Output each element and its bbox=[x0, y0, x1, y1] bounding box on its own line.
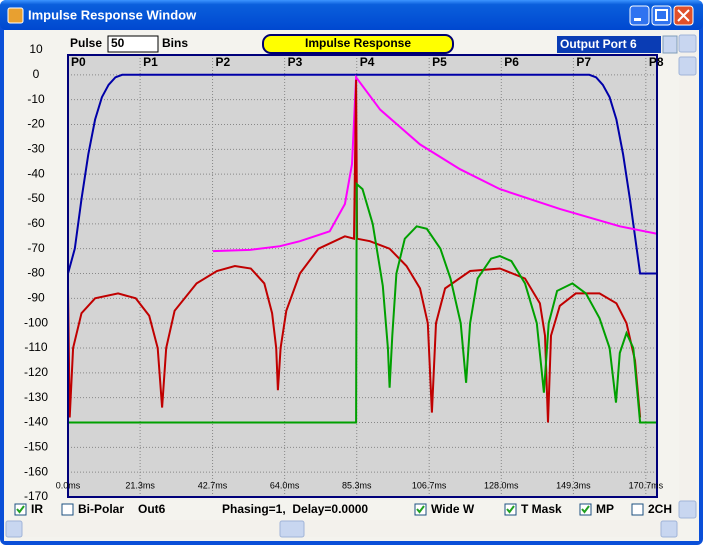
checkbox[interactable]: 2CH bbox=[631, 502, 672, 516]
port-label: P5 bbox=[432, 55, 447, 69]
x-tick-label: 149.3ms bbox=[556, 480, 591, 490]
x-tick-label: 0.0ms bbox=[56, 480, 81, 490]
port-label: P4 bbox=[360, 55, 375, 69]
check-mark bbox=[506, 505, 515, 514]
checkbox-box bbox=[631, 503, 644, 516]
title-bar bbox=[0, 0, 703, 30]
checkbox[interactable]: MP bbox=[579, 502, 614, 516]
y-tick-label: -120 bbox=[24, 365, 48, 379]
curve bbox=[68, 181, 657, 424]
scroll-right[interactable] bbox=[660, 520, 678, 538]
port-label: P0 bbox=[71, 55, 86, 69]
checkbox[interactable]: T Mask bbox=[504, 502, 562, 516]
y-tick-label: -20 bbox=[27, 117, 45, 131]
y-tick-label: -60 bbox=[27, 216, 45, 230]
curve bbox=[68, 79, 642, 423]
x-tick-label: 42.7ms bbox=[198, 480, 228, 490]
y-tick-label: -140 bbox=[24, 415, 48, 429]
port-label: Output Port 6 bbox=[560, 37, 637, 51]
y-tick-label: -80 bbox=[27, 266, 45, 280]
status-text: Phasing=1, Delay=0.0000 bbox=[222, 502, 368, 516]
close-button[interactable] bbox=[673, 5, 694, 26]
minimize-button[interactable] bbox=[629, 5, 650, 26]
mode-label: Impulse Response bbox=[305, 36, 411, 50]
check-mark bbox=[416, 505, 425, 514]
pulse-value: 50 bbox=[111, 36, 125, 50]
y-tick-label: 10 bbox=[29, 42, 43, 56]
v-scrollbar[interactable] bbox=[679, 35, 696, 518]
checkbox[interactable]: Wide W bbox=[414, 502, 475, 516]
checkbox-label: IR bbox=[31, 502, 43, 516]
y-tick-label: -100 bbox=[24, 315, 48, 329]
y-tick-label: -10 bbox=[27, 92, 45, 106]
output-label: Out6 bbox=[138, 502, 166, 516]
plot-area bbox=[68, 55, 657, 497]
checkbox-label: 2CH bbox=[648, 502, 672, 516]
y-tick-label: -110 bbox=[24, 340, 47, 354]
scroll-left[interactable] bbox=[5, 520, 23, 538]
pulse-label: Pulse bbox=[70, 36, 102, 50]
scroll-thumb[interactable] bbox=[678, 56, 697, 76]
check-mark bbox=[581, 505, 590, 514]
x-tick-label: 85.3ms bbox=[342, 480, 372, 490]
y-tick-label: -70 bbox=[27, 241, 45, 255]
window-title: Impulse Response Window bbox=[28, 7, 197, 22]
port-label: P3 bbox=[288, 55, 303, 69]
checkbox-label: Wide W bbox=[431, 502, 475, 516]
checkbox-label: MP bbox=[596, 502, 614, 516]
scroll-down[interactable] bbox=[678, 500, 697, 519]
y-tick-label: -170 bbox=[24, 489, 48, 503]
app-icon bbox=[7, 7, 24, 24]
bins-label: Bins bbox=[162, 36, 188, 50]
port-label: P2 bbox=[216, 55, 231, 69]
x-tick-label: 64.0ms bbox=[270, 480, 300, 490]
y-tick-label: -30 bbox=[27, 142, 45, 156]
port-label: P6 bbox=[504, 55, 519, 69]
maximize-button[interactable] bbox=[651, 5, 672, 26]
checkbox[interactable]: IR bbox=[14, 502, 43, 516]
y-tick-label: -160 bbox=[24, 464, 48, 478]
x-tick-label: 106.7ms bbox=[412, 480, 447, 490]
checkbox-label: T Mask bbox=[521, 502, 562, 516]
mode-button[interactable] bbox=[262, 34, 454, 54]
x-tick-label: 128.0ms bbox=[484, 480, 519, 490]
pulse-input[interactable] bbox=[107, 35, 159, 53]
curve bbox=[68, 73, 657, 275]
x-tick-label: 21.3ms bbox=[125, 480, 155, 490]
y-tick-label: -90 bbox=[27, 291, 45, 305]
check-mark bbox=[16, 505, 25, 514]
scroll-up[interactable] bbox=[678, 34, 697, 53]
checkbox-box bbox=[61, 503, 74, 516]
h-scrollbar[interactable] bbox=[4, 520, 679, 537]
curve bbox=[212, 74, 657, 253]
y-tick-label: 0 bbox=[33, 67, 40, 81]
y-tick-label: -150 bbox=[24, 440, 48, 454]
y-tick-label: -50 bbox=[27, 191, 45, 205]
y-tick-label: -130 bbox=[24, 390, 48, 404]
y-tick-label: -40 bbox=[27, 166, 45, 180]
plot-border bbox=[67, 54, 658, 498]
port-label: P8 bbox=[649, 55, 664, 69]
checkbox-label: Bi-Polar bbox=[78, 502, 124, 516]
checkbox[interactable]: Bi-Polar bbox=[61, 502, 124, 516]
x-tick-label: 170.7ms bbox=[629, 480, 664, 490]
port-label: P1 bbox=[143, 55, 158, 69]
port-spinner[interactable] bbox=[662, 35, 678, 54]
port-label: P7 bbox=[576, 55, 591, 69]
port-select[interactable] bbox=[557, 36, 661, 53]
h-scroll-thumb[interactable] bbox=[279, 520, 305, 538]
